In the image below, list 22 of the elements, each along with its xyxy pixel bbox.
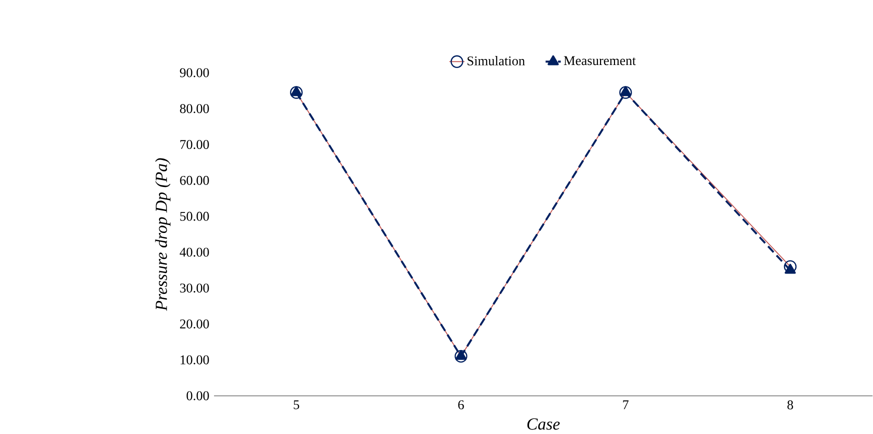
- legend-label: Measurement: [564, 56, 636, 66]
- x-tick-label: 7: [623, 400, 629, 410]
- legend-label: Simulation: [468, 56, 525, 66]
- x-tick-label: 6: [458, 400, 464, 410]
- x-tick-label: 5: [294, 400, 300, 410]
- point: [455, 350, 467, 360]
- x-tick-label: 8: [787, 400, 794, 410]
- x-axis-title: Case: [527, 418, 560, 430]
- y-tick-label: 50.00: [180, 212, 209, 221]
- point: [784, 264, 796, 274]
- y-tick-label: 90.00: [180, 68, 209, 78]
- point: [290, 86, 302, 96]
- point: [619, 86, 632, 99]
- y-tick-label: 60.00: [180, 176, 209, 185]
- y-tick-label: 0.00: [186, 391, 209, 400]
- y-tick-label: 30.00: [180, 284, 209, 293]
- y-tick-label: 40.00: [180, 248, 209, 257]
- y-axis-title: Pressure drop Dp (Pa): [155, 158, 170, 311]
- y-tick-label: 20.00: [180, 319, 209, 328]
- y-tick-label: 70.00: [180, 140, 209, 149]
- y-tick-label: 80.00: [180, 104, 209, 114]
- y-tick-label: 10.00: [180, 355, 209, 364]
